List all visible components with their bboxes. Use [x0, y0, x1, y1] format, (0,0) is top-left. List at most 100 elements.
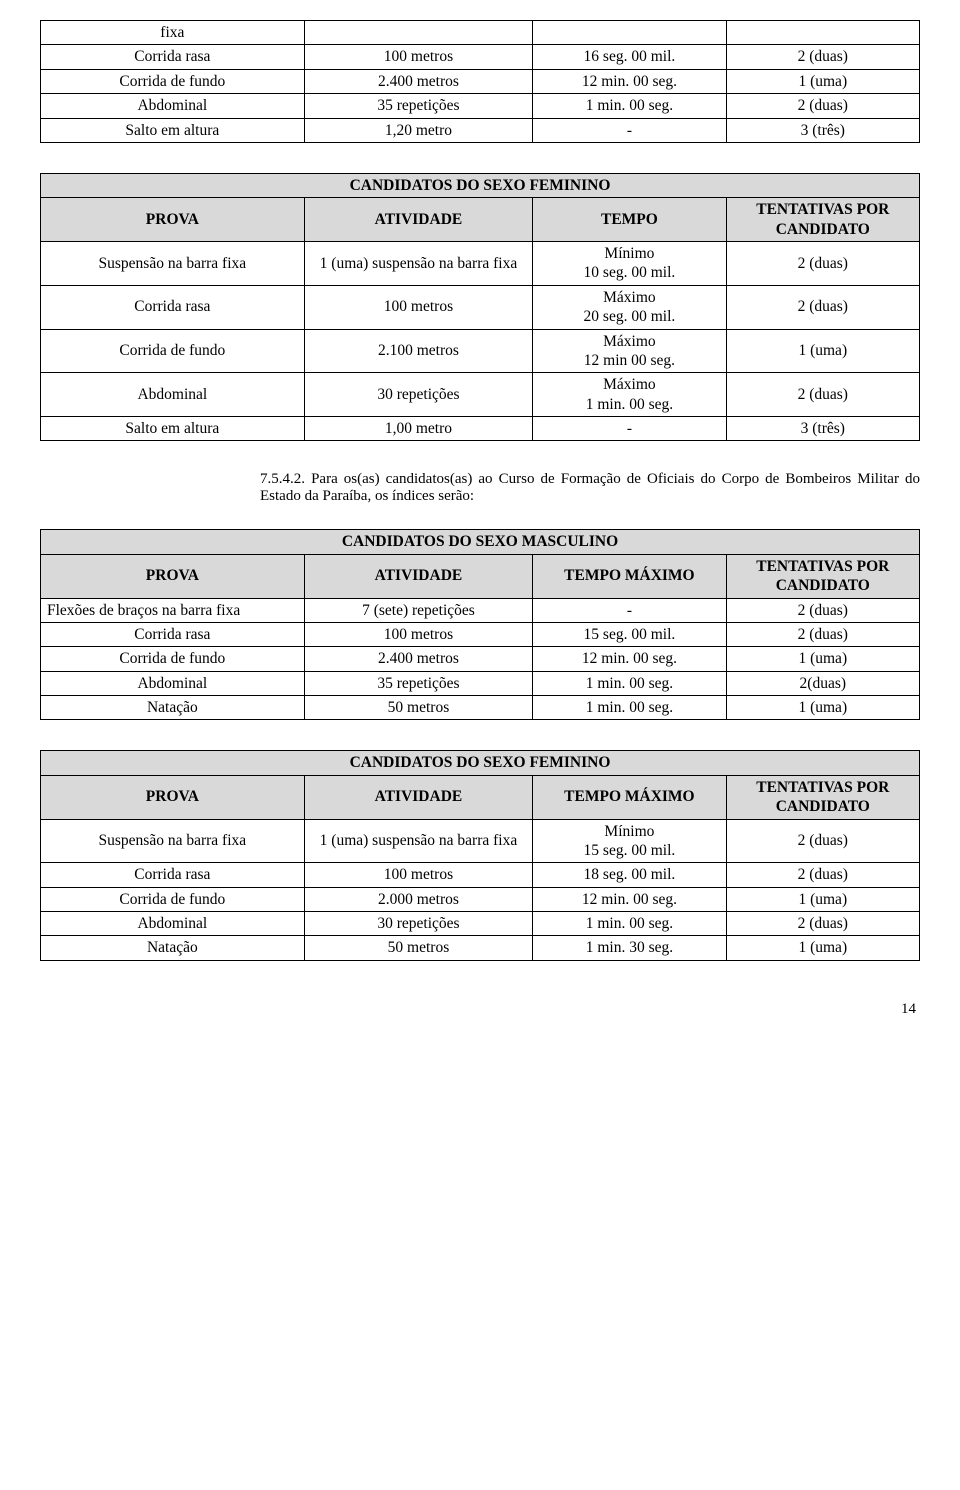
cell: 2 (duas)	[726, 373, 919, 417]
cell: 1 (uma)	[726, 936, 919, 960]
cell: 2 (duas)	[726, 45, 919, 69]
cell	[726, 21, 919, 45]
cell: 100 metros	[304, 285, 533, 329]
cell: 2 (duas)	[726, 242, 919, 286]
cell: 1 (uma)	[726, 329, 919, 373]
table-row: Corrida rasa 100 metros Máximo20 seg. 00…	[41, 285, 920, 329]
cell: Corrida rasa	[41, 622, 305, 646]
cell: 1 min. 30 seg.	[533, 936, 726, 960]
paragraph-text: Para os(as) candidatos(as) ao Curso de F…	[260, 471, 920, 504]
cell: 2.100 metros	[304, 329, 533, 373]
table-header-row: PROVA ATIVIDADE TEMPO MÁXIMO TENTATIVAS …	[41, 554, 920, 598]
cell: 1 min. 00 seg.	[533, 696, 726, 720]
cell: 1 (uma)	[726, 647, 919, 671]
table-header-row: PROVA ATIVIDADE TEMPO TENTATIVAS POR CAN…	[41, 198, 920, 242]
cell: 2 (duas)	[726, 94, 919, 118]
table-row: Corrida rasa 100 metros 18 seg. 00 mil. …	[41, 863, 920, 887]
cell: 1 (uma)	[726, 69, 919, 93]
cell: Salto em altura	[41, 417, 305, 441]
cell: Natação	[41, 936, 305, 960]
table-row: Abdominal 35 repetições 1 min. 00 seg. 2…	[41, 671, 920, 695]
paragraph-7-5-4-2: 7.5.4.2. Para os(as) candidatos(as) ao C…	[40, 471, 920, 505]
cell: -	[533, 598, 726, 622]
cell: 2 (duas)	[726, 622, 919, 646]
cell: 16 seg. 00 mil.	[533, 45, 726, 69]
col-header: TEMPO	[533, 198, 726, 242]
col-header: TEMPO MÁXIMO	[533, 775, 726, 819]
cell: Suspensão na barra fixa	[41, 242, 305, 286]
cell: 1 (uma)	[726, 696, 919, 720]
cell: 3 (três)	[726, 417, 919, 441]
cell: 12 min. 00 seg.	[533, 887, 726, 911]
cell: 50 metros	[304, 696, 533, 720]
cell: 30 repetições	[304, 373, 533, 417]
cell: Abdominal	[41, 373, 305, 417]
table-row: Corrida de fundo 2.400 metros 12 min. 00…	[41, 647, 920, 671]
cell: -	[533, 118, 726, 142]
table-feminino-1: CANDIDATOS DO SEXO FEMININO PROVA ATIVID…	[40, 173, 920, 442]
cell: 2 (duas)	[726, 598, 919, 622]
cell: 18 seg. 00 mil.	[533, 863, 726, 887]
cell: 2 (duas)	[726, 912, 919, 936]
page-number: 14	[40, 1001, 920, 1018]
cell: 12 min. 00 seg.	[533, 647, 726, 671]
cell: Corrida de fundo	[41, 69, 305, 93]
table-row: Flexões de braços na barra fixa 7 (sete)…	[41, 598, 920, 622]
cell: 1 (uma) suspensão na barra fixa	[304, 819, 533, 863]
table-row: Abdominal 30 repetições Máximo1 min. 00 …	[41, 373, 920, 417]
cell: Salto em altura	[41, 118, 305, 142]
table-row: Suspensão na barra fixa 1 (uma) suspensã…	[41, 242, 920, 286]
cell: -	[533, 417, 726, 441]
cell: 100 metros	[304, 45, 533, 69]
cell: 1 (uma)	[726, 887, 919, 911]
cell: 30 repetições	[304, 912, 533, 936]
cell: Corrida de fundo	[41, 329, 305, 373]
col-header: TEMPO MÁXIMO	[533, 554, 726, 598]
cell: 12 min. 00 seg.	[533, 69, 726, 93]
table-feminino-2: CANDIDATOS DO SEXO FEMININO PROVA ATIVID…	[40, 750, 920, 960]
table-title: CANDIDATOS DO SEXO MASCULINO	[41, 530, 920, 554]
cell: 15 seg. 00 mil.	[533, 622, 726, 646]
cell: Mínimo15 seg. 00 mil.	[533, 819, 726, 863]
cell: 1,00 metro	[304, 417, 533, 441]
table-row: Natação 50 metros 1 min. 30 seg. 1 (uma)	[41, 936, 920, 960]
cell: Abdominal	[41, 94, 305, 118]
cell: fixa	[41, 21, 305, 45]
table-title: CANDIDATOS DO SEXO FEMININO	[41, 751, 920, 775]
col-header: ATIVIDADE	[304, 554, 533, 598]
table-title: CANDIDATOS DO SEXO FEMININO	[41, 173, 920, 197]
table-row: Corrida de fundo 2.400 metros 12 min. 00…	[41, 69, 920, 93]
cell: Abdominal	[41, 912, 305, 936]
table-row: Salto em altura 1,20 metro - 3 (três)	[41, 118, 920, 142]
cell: 1,20 metro	[304, 118, 533, 142]
cell: 1 min. 00 seg.	[533, 94, 726, 118]
table-continuation: fixa Corrida rasa 100 metros 16 seg. 00 …	[40, 20, 920, 143]
cell: Máximo20 seg. 00 mil.	[533, 285, 726, 329]
cell: 7 (sete) repetições	[304, 598, 533, 622]
cell: 2.400 metros	[304, 69, 533, 93]
table-row: Corrida rasa 100 metros 16 seg. 00 mil. …	[41, 45, 920, 69]
cell: 2 (duas)	[726, 819, 919, 863]
table-header-row: PROVA ATIVIDADE TEMPO MÁXIMO TENTATIVAS …	[41, 775, 920, 819]
col-header: TENTATIVAS POR CANDIDATO	[726, 554, 919, 598]
table-row: Corrida de fundo 2.100 metros Máximo12 m…	[41, 329, 920, 373]
cell	[304, 21, 533, 45]
cell: Mínimo10 seg. 00 mil.	[533, 242, 726, 286]
cell: Abdominal	[41, 671, 305, 695]
col-header: PROVA	[41, 775, 305, 819]
cell: 1 min. 00 seg.	[533, 671, 726, 695]
cell: 2 (duas)	[726, 285, 919, 329]
table-row: Corrida rasa 100 metros 15 seg. 00 mil. …	[41, 622, 920, 646]
cell: 2(duas)	[726, 671, 919, 695]
cell: 2 (duas)	[726, 863, 919, 887]
col-header: ATIVIDADE	[304, 198, 533, 242]
cell: Corrida rasa	[41, 863, 305, 887]
table-row: Abdominal 35 repetições 1 min. 00 seg. 2…	[41, 94, 920, 118]
cell: 2.400 metros	[304, 647, 533, 671]
cell: Flexões de braços na barra fixa	[41, 598, 305, 622]
cell: Corrida de fundo	[41, 887, 305, 911]
cell: 100 metros	[304, 863, 533, 887]
cell: Suspensão na barra fixa	[41, 819, 305, 863]
cell: 2.000 metros	[304, 887, 533, 911]
cell: Máximo12 min 00 seg.	[533, 329, 726, 373]
